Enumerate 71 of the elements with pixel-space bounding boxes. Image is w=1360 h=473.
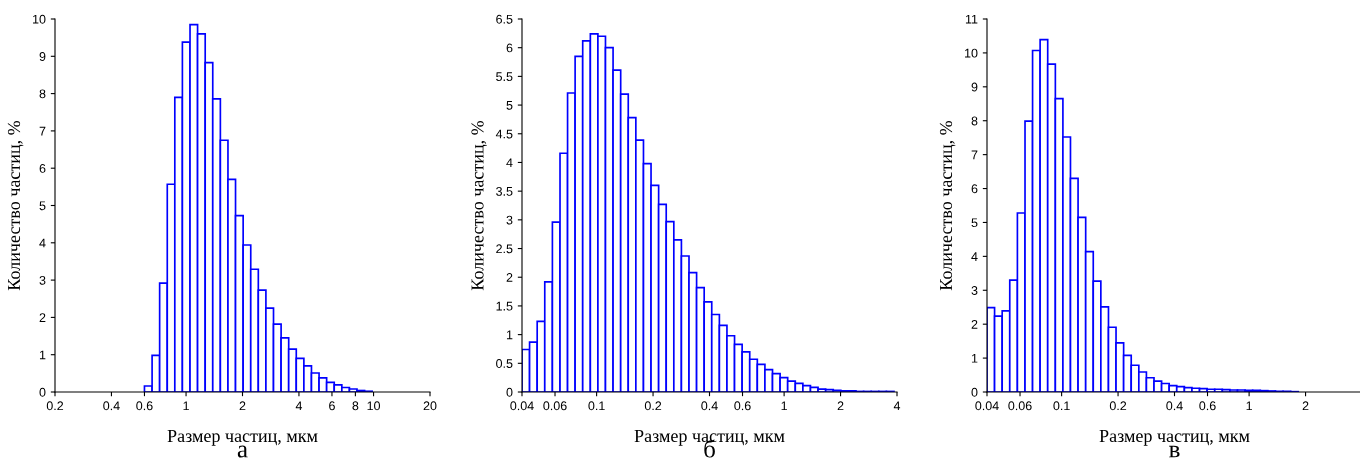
- x-tick-label: 0.2: [644, 401, 662, 411]
- y-tick-label: 8: [971, 116, 978, 126]
- y-tick-label: 1.5: [496, 301, 513, 311]
- y-tick-label: 4: [39, 238, 46, 248]
- x-tick-label: 1: [183, 401, 189, 411]
- x-tick-label: 1: [1246, 401, 1252, 411]
- y-tick-label: 3.5: [496, 186, 513, 196]
- y-axis-title: Количество частиц, %: [7, 120, 24, 291]
- x-tick-label: 0.2: [46, 401, 64, 411]
- x-tick-label: 0.2: [1109, 401, 1127, 411]
- y-tick-label: 0: [506, 387, 513, 397]
- y-tick-label: 4.5: [495, 129, 513, 139]
- y-tick-label: 0: [39, 387, 46, 397]
- x-tick-label: 0.06: [543, 401, 567, 411]
- x-tick-label: 0.1: [588, 401, 605, 411]
- y-tick-label: 6: [971, 184, 978, 194]
- text: в: [1169, 445, 1180, 458]
- y-tick-label: 5: [971, 218, 978, 228]
- y-tick-label: 3: [971, 286, 978, 295]
- x-tick-label: 20: [423, 401, 437, 411]
- y-tick-label: 2.5: [496, 244, 513, 254]
- x-tick-label: 2: [1302, 401, 1309, 411]
- x-tick-label: 0.04: [510, 401, 534, 411]
- y-tick-label: 6.5: [496, 14, 513, 24]
- y-tick-label: 4: [506, 158, 513, 167]
- y-tick-label: 10: [965, 48, 978, 58]
- x-tick-label: 0.1: [1053, 401, 1070, 411]
- y-tick-label: 11: [965, 14, 978, 24]
- y-tick-label: 7: [39, 126, 46, 136]
- y-tick-label: 8: [39, 89, 46, 99]
- y-tick-label: 7: [971, 150, 978, 160]
- x-axis-title: Размер частиц, мкм: [1099, 430, 1250, 446]
- y-tick-label: 10: [33, 14, 46, 24]
- y-tick-label: 9: [971, 82, 978, 92]
- x-tick-label: 0.4: [701, 401, 718, 411]
- y-axis-title: Количество частиц, %: [471, 120, 487, 291]
- x-tick-label: 0.4: [1166, 401, 1183, 411]
- x-tick-label: 0.6: [734, 401, 751, 411]
- y-tick-label: 0.5: [496, 359, 513, 368]
- x-tick-label: 0.06: [1008, 401, 1032, 411]
- x-tick-label: 4: [893, 401, 901, 411]
- x-tick-label: 0.6: [1199, 401, 1216, 411]
- x-tick-label: 10: [367, 401, 381, 411]
- y-tick-label: 2: [39, 313, 46, 322]
- y-tick-label: 6: [39, 164, 46, 173]
- y-tick-label: 5: [506, 101, 513, 110]
- y-tick-label: 1: [506, 330, 513, 340]
- y-tick-label: 1: [971, 354, 978, 363]
- y-tick-label: 3: [506, 215, 513, 225]
- x-tick-label: 2: [837, 401, 844, 411]
- y-tick-label: 4: [971, 252, 978, 261]
- y-tick-label: 3: [39, 275, 46, 285]
- y-tick-label: 5.5: [496, 72, 513, 82]
- y-tick-label: 2: [971, 319, 978, 329]
- y-tick-label: 9: [39, 52, 46, 61]
- y-tick-label: 1: [39, 350, 46, 360]
- x-tick-label: 8: [352, 401, 359, 411]
- x-tick-label: 0.4: [103, 401, 120, 411]
- x-tick-label: 4: [295, 401, 303, 411]
- x-tick-label: 0.04: [975, 401, 999, 411]
- text: а: [237, 445, 248, 458]
- y-tick-label: 6: [506, 43, 513, 53]
- y-tick-label: 5: [39, 201, 46, 211]
- y-axis-title: Количество частиц, %: [939, 120, 956, 291]
- y-tick-label: 2: [506, 273, 513, 282]
- x-axis-title: Размер частиц, мкм: [167, 430, 318, 446]
- x-tick-label: 1: [781, 401, 787, 411]
- x-tick-label: 6: [329, 401, 335, 411]
- x-tick-label: 0.6: [136, 401, 153, 411]
- x-tick-label: 2: [239, 401, 246, 411]
- y-tick-label: 0: [971, 387, 978, 397]
